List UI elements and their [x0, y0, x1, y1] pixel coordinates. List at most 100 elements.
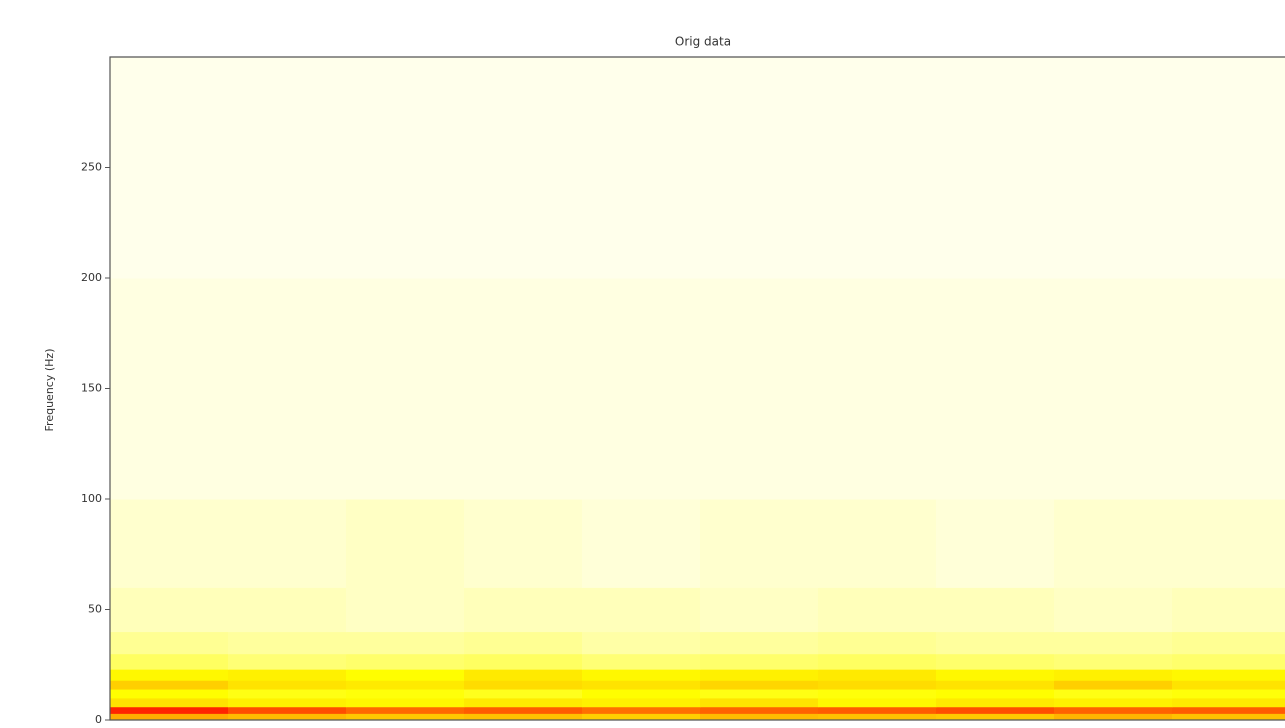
- heatmap-cell: [818, 697, 937, 708]
- heatmap-cell: [464, 57, 583, 279]
- heatmap-cell: [700, 278, 819, 500]
- heatmap-cell: [228, 57, 347, 279]
- heatmap-cell: [1172, 680, 1285, 690]
- heatmap-cell: [110, 653, 229, 670]
- heatmap-cell: [1172, 653, 1285, 670]
- heatmap-cell: [346, 57, 465, 279]
- heatmap-cell: [936, 713, 1055, 721]
- heatmap-cell: [1172, 278, 1285, 500]
- heatmap-cell: [582, 587, 701, 633]
- heatmap-cell: [110, 669, 229, 681]
- heatmap-cell: [582, 278, 701, 500]
- y-axis-label: Frequency (Hz): [43, 349, 56, 432]
- heatmap-cell: [346, 706, 465, 714]
- heatmap-cell: [228, 697, 347, 708]
- heatmap-cell: [1172, 689, 1285, 699]
- heatmap-cell: [228, 653, 347, 670]
- heatmap-cell: [346, 713, 465, 721]
- heatmap-cell: [1054, 653, 1173, 670]
- heatmap-cell: [936, 631, 1055, 655]
- heatmap-cell: [582, 713, 701, 721]
- heatmap-cell: [936, 653, 1055, 670]
- heatmap-cell: [1054, 57, 1173, 279]
- heatmap-cell: [818, 680, 937, 690]
- heatmap-cell: [110, 706, 229, 714]
- heatmap-cell: [818, 706, 937, 714]
- heatmap-cell: [228, 499, 347, 588]
- heatmap-cell: [936, 706, 1055, 714]
- heatmap-cell: [1054, 669, 1173, 681]
- heatmap-cell: [228, 669, 347, 681]
- heatmap-cell: [110, 689, 229, 699]
- heatmap-cell: [700, 713, 819, 721]
- heatmap-cell: [936, 499, 1055, 588]
- heatmap-cell: [700, 653, 819, 670]
- heatmap-cell: [700, 631, 819, 655]
- heatmap-cell: [700, 587, 819, 633]
- heatmap-cell: [464, 653, 583, 670]
- heatmap-cell: [700, 680, 819, 690]
- heatmap-cell: [346, 680, 465, 690]
- heatmap-cell: [818, 587, 937, 633]
- heatmap-cell: [464, 587, 583, 633]
- heatmap-cell: [700, 706, 819, 714]
- heatmap-cell: [228, 706, 347, 714]
- heatmap-cell: [228, 631, 347, 655]
- heatmap-cell: [700, 697, 819, 708]
- heatmap-cell: [1172, 697, 1285, 708]
- heatmap-cell: [582, 680, 701, 690]
- heatmap-cell: [936, 587, 1055, 633]
- heatmap-cell: [1172, 499, 1285, 588]
- heatmap-cell: [1172, 57, 1285, 279]
- y-tick-label: 250: [81, 161, 102, 174]
- heatmap-cell: [1054, 631, 1173, 655]
- y-tick-label: 150: [81, 382, 102, 395]
- heatmap-cell: [1172, 713, 1285, 721]
- heatmap-cell: [582, 689, 701, 699]
- heatmap-cell: [464, 706, 583, 714]
- heatmap-cell: [110, 587, 229, 633]
- heatmap-cell: [582, 631, 701, 655]
- heatmap-cell: [464, 689, 583, 699]
- heatmap-cell: [346, 499, 465, 588]
- heatmap-cell: [700, 499, 819, 588]
- heatmap-cell: [464, 499, 583, 588]
- heatmap-cell: [936, 278, 1055, 500]
- heatmap-cell: [346, 278, 465, 500]
- y-tick-label: 100: [81, 492, 102, 505]
- chart-title: Orig data: [675, 35, 731, 49]
- heatmap-cell: [818, 57, 937, 279]
- heatmap-cell: [818, 689, 937, 699]
- heatmap-cell: [1054, 689, 1173, 699]
- heatmap-cell: [346, 631, 465, 655]
- y-tick-label: 50: [88, 603, 102, 616]
- heatmap-cell: [1172, 669, 1285, 681]
- heatmap-cell: [464, 697, 583, 708]
- heatmap-cell: [1054, 680, 1173, 690]
- heatmap-cell: [582, 706, 701, 714]
- heatmap-cell: [1054, 706, 1173, 714]
- y-tick-label: 200: [81, 271, 102, 284]
- heatmap-cell: [936, 669, 1055, 681]
- y-tick-label: 0: [95, 713, 102, 726]
- heatmap-cell: [818, 713, 937, 721]
- heatmap-cell: [464, 631, 583, 655]
- heatmap-cell: [228, 680, 347, 690]
- heatmap-cell: [464, 278, 583, 500]
- heatmap-cell: [1054, 713, 1173, 721]
- heatmap-cell: [936, 689, 1055, 699]
- heatmap-cell: [464, 713, 583, 721]
- heatmap-cell: [818, 499, 937, 588]
- heatmap-cell: [346, 689, 465, 699]
- heatmap-cell: [228, 587, 347, 633]
- heatmap-cell: [818, 653, 937, 670]
- heatmap-cell: [110, 278, 229, 500]
- heatmap-cell: [346, 587, 465, 633]
- heatmap-cell: [110, 57, 229, 279]
- heatmap-cell: [582, 653, 701, 670]
- heatmap-cell: [1054, 499, 1173, 588]
- heatmap-cell: [346, 697, 465, 708]
- heatmap-cell: [110, 680, 229, 690]
